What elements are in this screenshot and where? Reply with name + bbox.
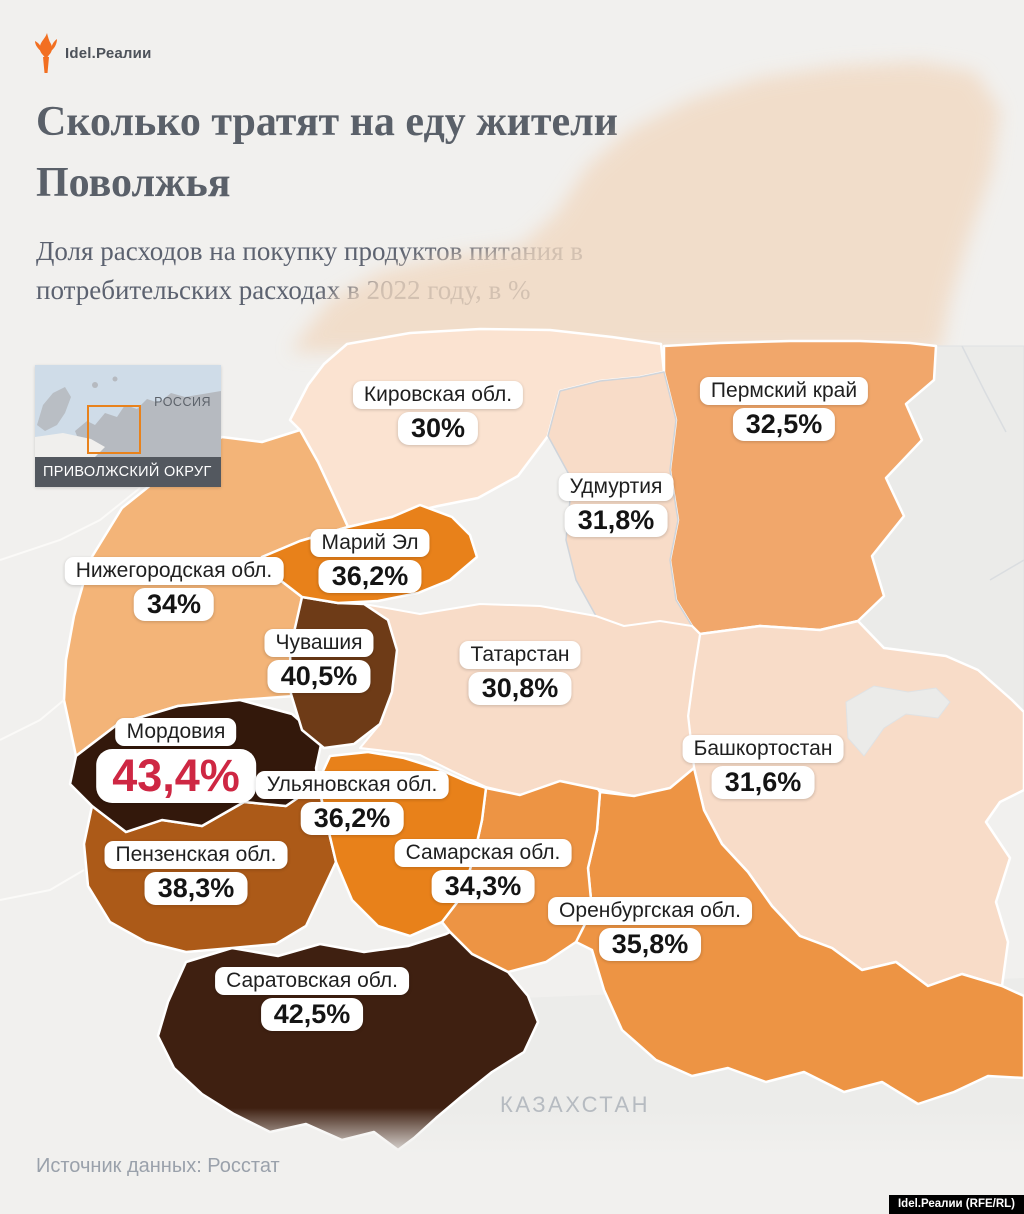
region-name: Пермский край: [699, 377, 869, 405]
region-label-saratov: Саратовская обл. 42,5%: [215, 967, 409, 1031]
map-outside-east-borderline: [961, 345, 1024, 581]
attribution-badge: Idel.Реалии (RFE/RL): [888, 1195, 1024, 1214]
data-source-note: Источник данных: Росстат: [36, 1155, 280, 1177]
page-title: Сколько тратят на еду жители Поволжья: [36, 92, 816, 214]
region-label-samara: Самарская обл. 34,3%: [394, 839, 572, 903]
region-value: 38,3%: [144, 872, 248, 905]
region-value: 32,5%: [732, 408, 836, 441]
region-value: 31,6%: [711, 766, 815, 799]
region-name: Ульяновская обл.: [255, 771, 449, 799]
region-name: Кировская обл.: [352, 381, 524, 409]
map-bottom-strip: [0, 1168, 1024, 1214]
region-label-udmurtia: Удмуртия 31,8%: [558, 473, 674, 537]
region-name: Нижегородская обл.: [64, 557, 284, 585]
region-label-kirov: Кировская обл. 30%: [352, 381, 524, 445]
region-name: Пензенская обл.: [104, 841, 288, 869]
map-outside-notch-area: [845, 685, 951, 757]
region-name: Удмуртия: [558, 473, 674, 501]
region-orenburg: [574, 766, 1024, 1106]
region-label-perm: Пермский край 32,5%: [699, 377, 869, 441]
region-label-tatarstan: Татарстан 30,8%: [459, 641, 581, 705]
region-label-mariel: Марий Эл 36,2%: [310, 529, 430, 593]
torch-icon: [35, 33, 57, 73]
region-value: 40,5%: [267, 660, 371, 693]
inset-locator-map: РОССИЯ ПРИВОЛЖСКИЙ ОКРУГ: [35, 365, 221, 487]
kazakhstan-label: КАЗАХСТАН: [500, 1092, 651, 1117]
region-label-mordovia: Мордовия 43,4%: [96, 718, 256, 804]
region-label-ulyanovsk: Ульяновская обл. 36,2%: [255, 771, 449, 835]
region-value: 42,5%: [260, 998, 364, 1031]
map-faded-north-area: [290, 62, 1000, 352]
region-label-bashkortostan: Башкортостан 31,6%: [682, 735, 844, 799]
region-value: 31,8%: [564, 504, 668, 537]
map-outside-west-borderlines: [0, 487, 141, 901]
inset-highlight-rect: [87, 405, 141, 454]
region-label-orenburg: Оренбургская обл. 35,8%: [548, 897, 752, 961]
inset-map-canvas: РОССИЯ: [35, 365, 221, 457]
region-value-highlight: 43,4%: [96, 749, 256, 804]
region-value: 30%: [397, 412, 479, 445]
region-value: 35,8%: [598, 928, 702, 961]
region-name: Марий Эл: [310, 529, 430, 557]
title-line-1: Сколько тратят на еду жители: [36, 99, 618, 145]
region-name: Оренбургская обл.: [548, 897, 752, 925]
title-line-2: Поволжья: [36, 160, 231, 206]
region-value: 36,2%: [318, 560, 422, 593]
inset-country-label: РОССИЯ: [154, 395, 211, 409]
region-value: 34%: [133, 588, 215, 621]
region-name: Татарстан: [459, 641, 581, 669]
region-name: Самарская обл.: [394, 839, 572, 867]
inset-district-label: ПРИВОЛЖСКИЙ ОКРУГ: [35, 457, 221, 487]
region-name: Саратовская обл.: [215, 967, 409, 995]
region-value: 30,8%: [468, 672, 572, 705]
region-name: Чувашия: [264, 629, 374, 657]
brand-name: Idel.Реалии: [65, 44, 152, 62]
region-value: 34,3%: [431, 870, 535, 903]
region-name: Мордовия: [115, 718, 237, 746]
region-name: Башкортостан: [682, 735, 844, 763]
region-value: 36,2%: [300, 802, 404, 835]
map-bottom-fade: [0, 1108, 1024, 1170]
region-label-penza: Пензенская обл. 38,3%: [104, 841, 288, 905]
region-label-chuvashia: Чувашия 40,5%: [264, 629, 374, 693]
region-label-nizhny: Нижегородская обл. 34%: [64, 557, 284, 621]
brand-logo: Idel.Реалии: [33, 33, 152, 73]
